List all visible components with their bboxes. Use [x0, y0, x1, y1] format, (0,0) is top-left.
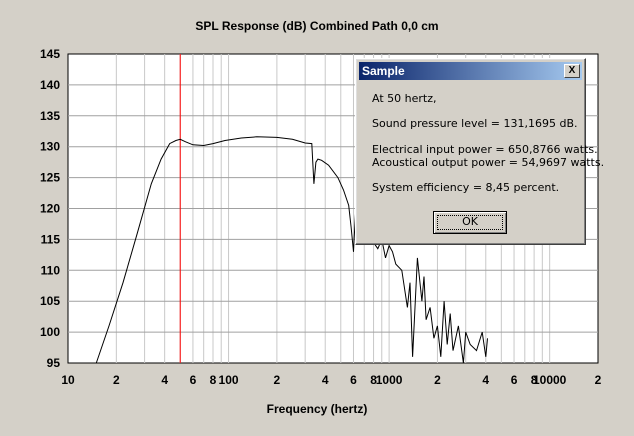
x-tick-label: 2	[434, 373, 441, 387]
close-icon: X	[568, 65, 576, 76]
dialog-titlebar[interactable]: Sample X	[359, 62, 582, 80]
y-tick-label: 100	[40, 325, 60, 339]
x-tick-label: 6	[350, 373, 357, 387]
y-tick-label: 130	[40, 140, 60, 154]
x-tick-label: 10000	[533, 373, 567, 387]
x-tick-label: 6	[511, 373, 518, 387]
y-tick-label: 105	[40, 294, 60, 308]
x-tick-label: 8	[531, 373, 538, 387]
x-tick-label: 6	[190, 373, 197, 387]
y-tick-label: 145	[40, 47, 60, 61]
x-tick-label: 2	[595, 373, 602, 387]
dialog-acoustical-power-text: Acoustical output power = 54,9697 watts.	[372, 156, 605, 169]
y-tick-label: 140	[40, 78, 60, 92]
chart-title: SPL Response (dB) Combined Path 0,0 cm	[195, 19, 439, 33]
y-tick-label: 125	[40, 171, 60, 185]
ok-button-label: OK	[462, 215, 478, 228]
close-button[interactable]: X	[564, 64, 580, 78]
x-tick-label: 4	[482, 373, 489, 387]
y-tick-label: 115	[41, 232, 61, 246]
y-tick-label: 95	[47, 356, 61, 370]
x-tick-label: 8	[210, 373, 217, 387]
ok-focus-rect	[437, 215, 503, 230]
dialog-electrical-power-text: Electrical input power = 650,8766 watts.	[372, 143, 598, 156]
y-tick-label: 135	[40, 109, 60, 123]
dialog-efficiency-text: System efficiency = 8,45 percent.	[372, 181, 560, 194]
dialog-title: Sample	[362, 64, 405, 78]
x-tick-label: 4	[322, 373, 329, 387]
x-tick-label: 10	[61, 373, 75, 387]
y-tick-label: 120	[40, 202, 60, 216]
x-tick-label: 1000	[376, 373, 403, 387]
x-tick-label: 100	[219, 373, 239, 387]
x-tick-label: 4	[161, 373, 168, 387]
x-tick-label: 2	[113, 373, 120, 387]
sample-dialog: Sample X At 50 hertz, Sound pressure lev…	[355, 58, 604, 245]
dialog-spl-text: Sound pressure level = 131,1695 dB.	[372, 117, 578, 130]
dialog-frequency-text: At 50 hertz,	[372, 92, 437, 105]
x-axis-label: Frequency (hertz)	[266, 402, 368, 416]
x-tick-label: 2	[274, 373, 281, 387]
x-tick-label: 8	[370, 373, 377, 387]
y-tick-label: 110	[41, 263, 61, 277]
ok-button[interactable]: OK	[433, 211, 507, 234]
